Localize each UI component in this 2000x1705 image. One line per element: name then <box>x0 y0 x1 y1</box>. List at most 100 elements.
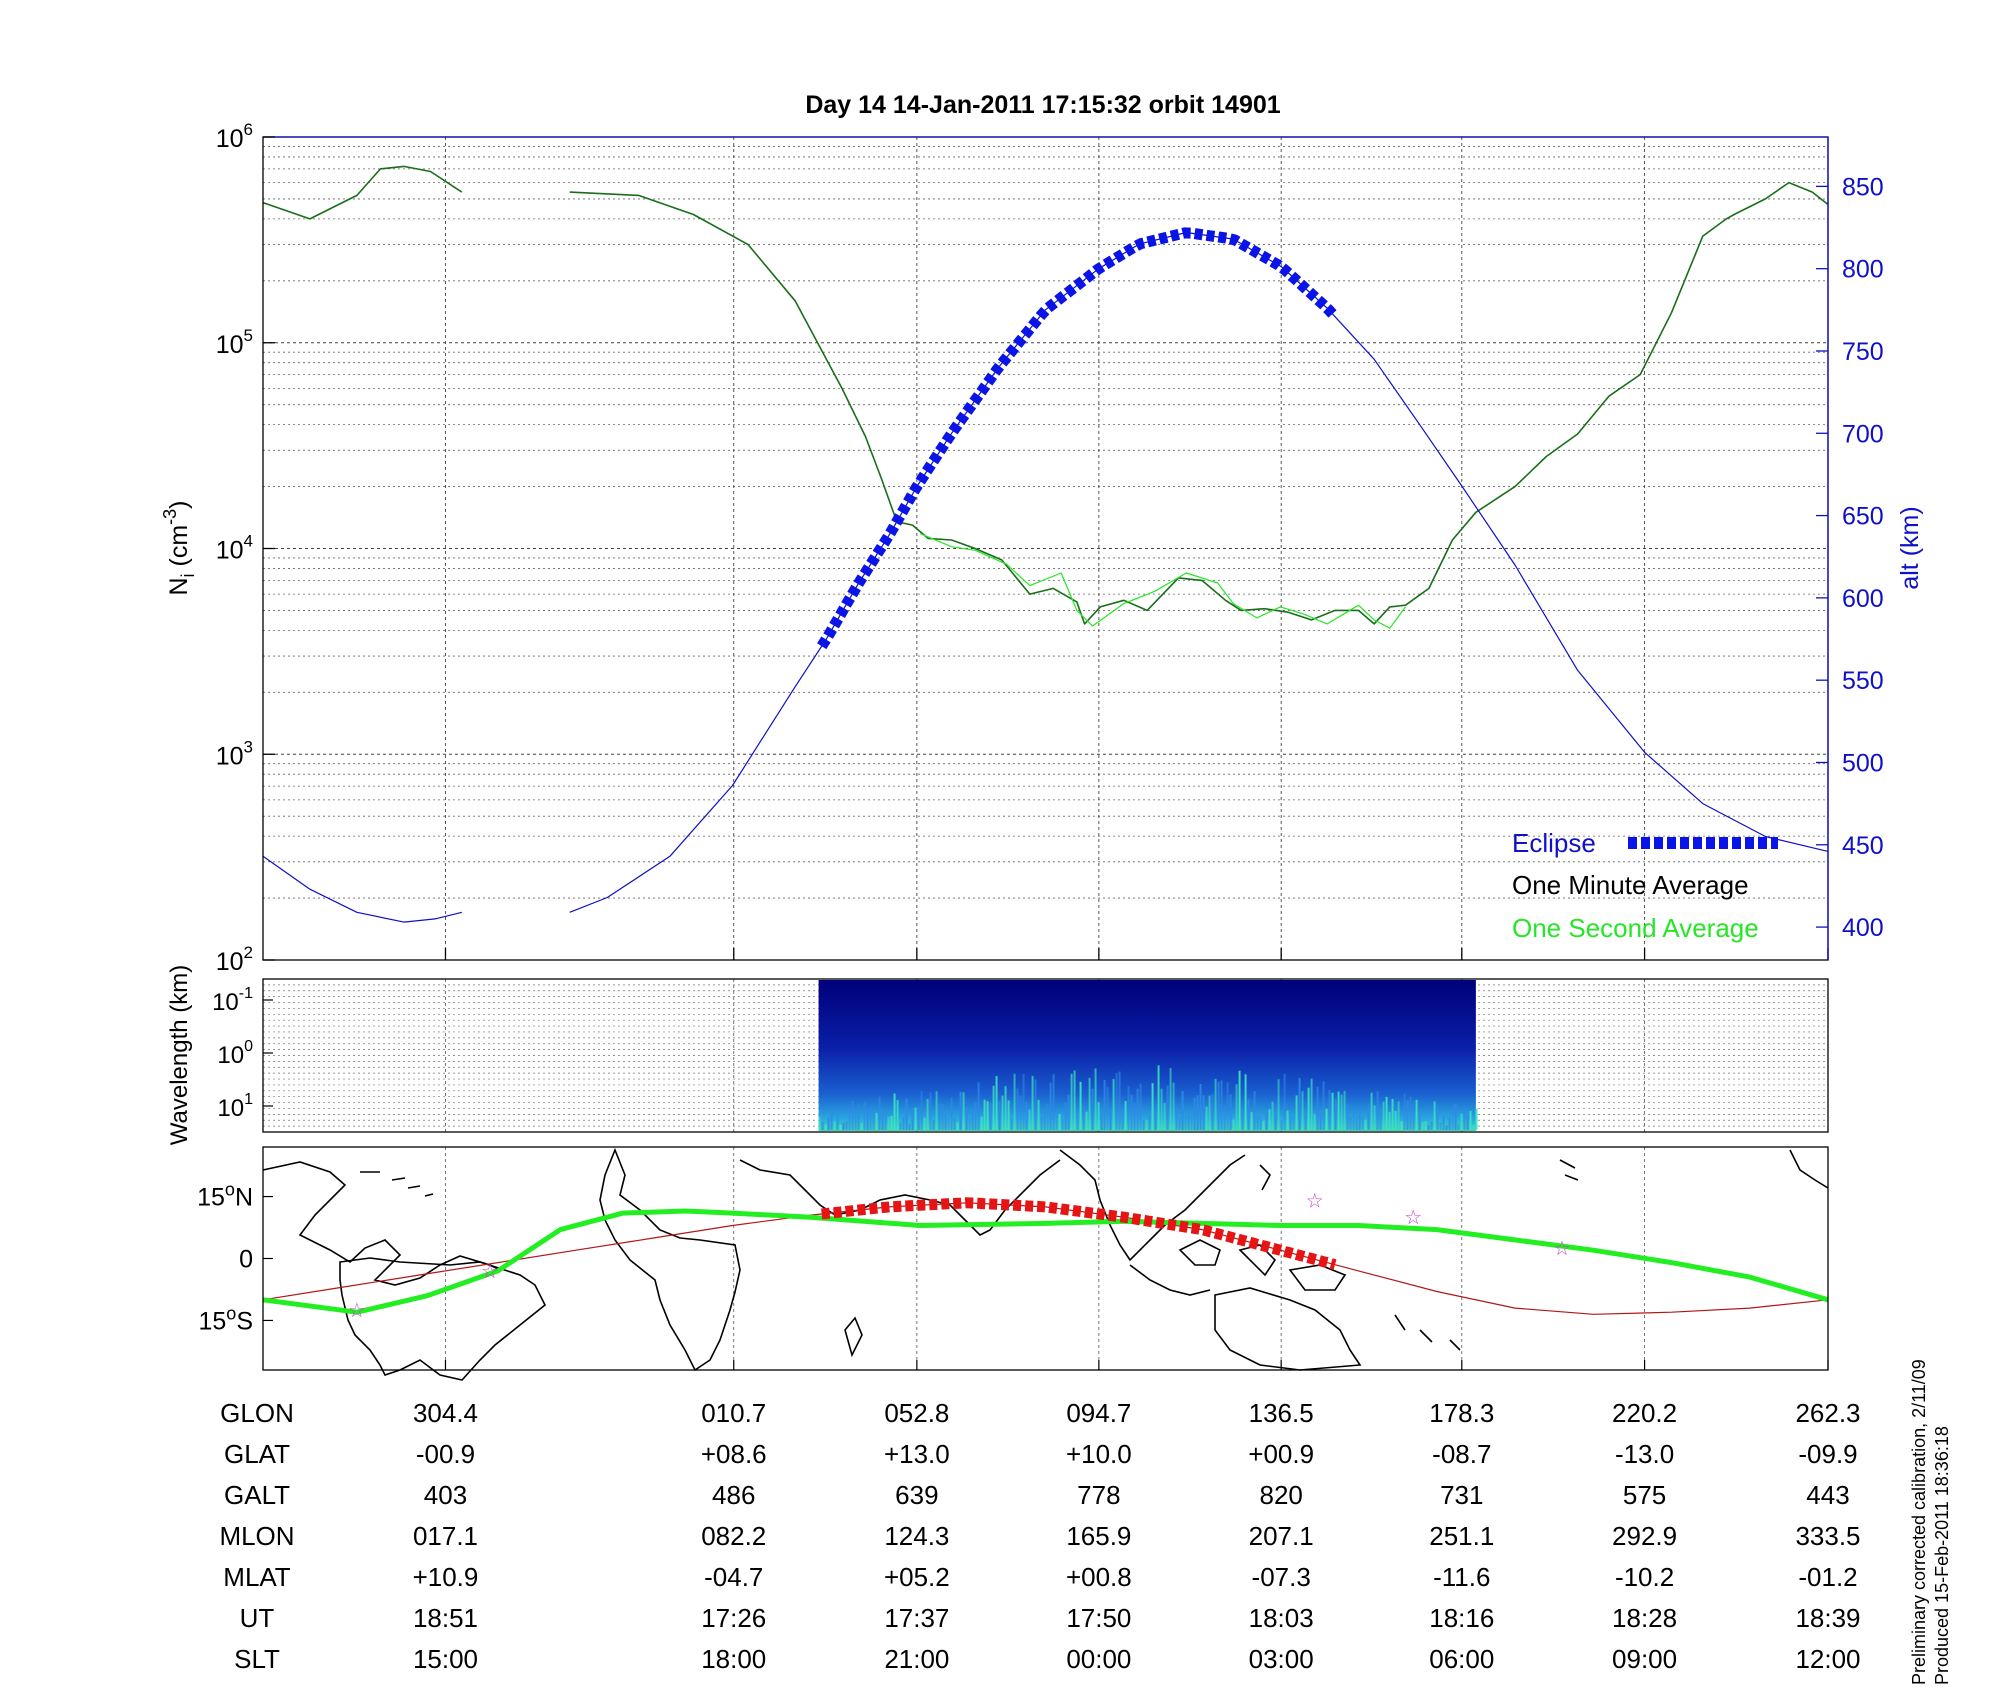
spectrogram-streak <box>1187 1112 1190 1130</box>
spectrogram-streak <box>938 1103 941 1130</box>
spectrogram-streak <box>1253 1091 1256 1130</box>
spectrogram-streak <box>1460 1113 1463 1130</box>
spectrogram-streak <box>968 1118 971 1130</box>
spectrogram-streak <box>833 1120 836 1130</box>
map-frame <box>262 1146 1829 1371</box>
spectrogram-streak <box>1307 1087 1310 1130</box>
coast-caribbean <box>360 1171 434 1197</box>
spectrogram-streak <box>1079 1081 1082 1130</box>
table-cell: 575 <box>1623 1480 1666 1510</box>
spectrogram-streak <box>1172 1082 1175 1130</box>
spectrogram-streak <box>881 1109 884 1130</box>
spectrogram-streak <box>1298 1077 1301 1130</box>
spectrogram-streak <box>1073 1070 1076 1130</box>
spectrogram-streak <box>1151 1083 1154 1130</box>
spectrogram-streak <box>1196 1095 1199 1130</box>
spectrogram-streak <box>950 1097 953 1130</box>
table-cell: +10.9 <box>413 1562 479 1592</box>
coast-japan-pacific <box>1259 1159 1579 1351</box>
table-cell: 165.9 <box>1066 1521 1131 1551</box>
spectrogram-streak <box>1337 1091 1340 1130</box>
alt-tick-label: 550 <box>1842 667 1884 695</box>
spectrogram-streak <box>1367 1104 1370 1130</box>
density-series <box>262 165 1829 923</box>
spectrogram-streak <box>1214 1078 1217 1130</box>
alt-tick-label: 500 <box>1842 749 1884 777</box>
lat-tick-label: 15oS <box>198 1303 253 1335</box>
spectrogram-streak <box>1448 1117 1451 1130</box>
spectrogram-streak <box>1439 1122 1442 1130</box>
footnote-calibration: Preliminary corrected calibration, 2/11/… <box>1909 1359 1929 1685</box>
spectrogram-streak <box>1178 1116 1181 1130</box>
spectrogram-streak <box>854 1111 857 1130</box>
coast-south-america <box>339 1257 547 1381</box>
spectrogram-streak <box>1319 1111 1322 1130</box>
spectrogram-streak <box>1277 1079 1280 1130</box>
spectrogram-streak <box>1256 1116 1259 1130</box>
spectrogram-streak <box>1013 1073 1016 1130</box>
spectrogram-streak <box>935 1091 938 1130</box>
spectrogram-streak <box>1055 1109 1058 1130</box>
table-cell: 18:16 <box>1429 1603 1494 1633</box>
y-tick-label: 106 <box>216 120 253 153</box>
table-cell: 18:39 <box>1795 1603 1860 1633</box>
table-cell: 17:50 <box>1066 1603 1131 1633</box>
eclipse-altitude-overlay <box>817 227 1340 650</box>
table-cell: 052.8 <box>884 1398 949 1428</box>
spectrogram-streak <box>1265 1108 1268 1130</box>
spectrogram-streak <box>1028 1109 1031 1130</box>
legend-label-minute: One Minute Average <box>1512 870 1749 900</box>
spectrogram-streak <box>929 1092 932 1130</box>
altitude-y-label: alt (km) <box>1896 506 1924 589</box>
spectrogram-streak <box>1295 1095 1298 1130</box>
spectrogram-streak <box>1355 1116 1358 1130</box>
spec-y-tick-label: 101 <box>217 1091 253 1122</box>
table-cell: +00.8 <box>1066 1562 1132 1592</box>
table-cell: +13.0 <box>884 1439 950 1469</box>
table-cell: 17:26 <box>701 1603 766 1633</box>
spectrogram-streak <box>1112 1078 1115 1130</box>
spectrogram-streak <box>1193 1097 1196 1130</box>
spectrogram-streak <box>1175 1106 1178 1130</box>
spectrogram-streak <box>1289 1115 1292 1130</box>
spectrogram-streak <box>971 1109 974 1130</box>
spectrogram-streak <box>1397 1101 1400 1130</box>
spectrogram-streak <box>1274 1114 1277 1130</box>
alt-tick-label: 800 <box>1842 256 1884 284</box>
footnote-produced: Produced 15-Feb-2011 18:36:18 <box>1932 1426 1952 1685</box>
spectrogram-streak <box>977 1082 980 1130</box>
spectrogram-streak <box>1106 1086 1109 1130</box>
spectrogram-streak <box>995 1076 998 1130</box>
spectrogram-streak <box>1109 1112 1112 1130</box>
table-cell: 00:00 <box>1066 1644 1131 1674</box>
table-cell: 639 <box>895 1480 938 1510</box>
spectrogram-streak <box>848 1109 851 1130</box>
spectrogram-streak <box>1025 1101 1028 1130</box>
spectrogram-streak <box>1373 1105 1376 1130</box>
spectrogram-streak <box>1043 1108 1046 1130</box>
spectrogram-streak <box>911 1108 914 1130</box>
spectrogram-streak <box>1226 1082 1229 1130</box>
spectrogram-streak <box>1427 1124 1430 1130</box>
spectrogram-streak <box>1085 1111 1088 1130</box>
spectrogram-streak <box>1343 1090 1346 1130</box>
spectrogram-streak <box>827 1117 830 1130</box>
spectrogram-streak <box>1457 1124 1460 1130</box>
spectrogram-streak <box>1118 1071 1121 1130</box>
spectrogram-grid <box>263 979 1829 1132</box>
spectrogram-streak <box>860 1123 863 1130</box>
spectrogram-streak <box>989 1102 992 1130</box>
table-cell: 443 <box>1806 1480 1849 1510</box>
star-marker: ☆ <box>1553 1238 1571 1260</box>
spectrogram-streak <box>1430 1121 1433 1130</box>
spectrogram-streak <box>1268 1109 1271 1130</box>
spectrogram-streak <box>1400 1121 1403 1130</box>
table-cell: 15:00 <box>413 1644 478 1674</box>
table-row-label: MLAT <box>223 1562 291 1592</box>
legend-label-second: One Second Average <box>1512 913 1759 943</box>
spectrogram-streak <box>1154 1110 1157 1130</box>
map-tracks: ☆ ☆ ☆ ☆ ☆ <box>262 1191 1829 1322</box>
table-cell: 124.3 <box>884 1521 949 1551</box>
lat-tick-label: 15oN <box>197 1180 253 1212</box>
